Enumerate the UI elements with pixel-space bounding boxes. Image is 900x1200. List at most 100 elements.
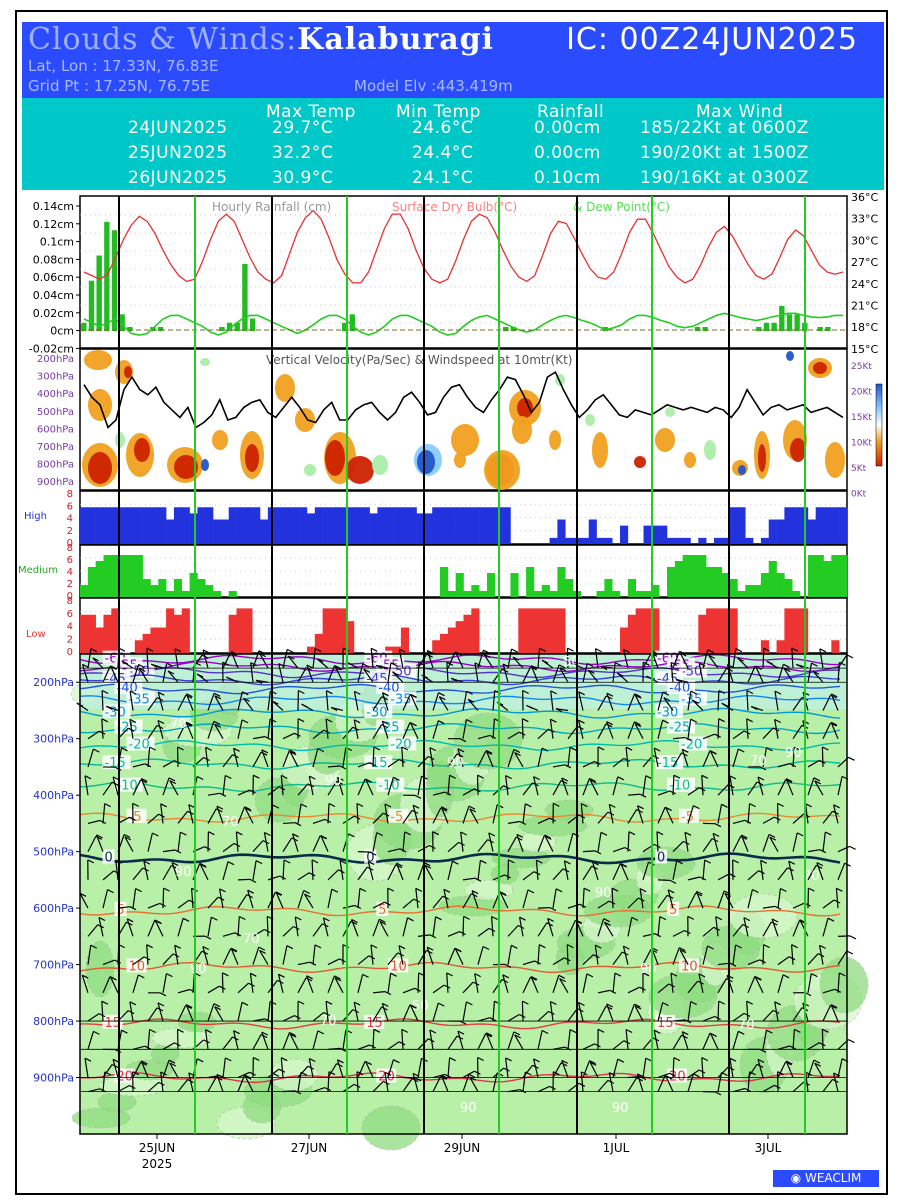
wind-barb-flag [180,831,187,836]
wind-barb [357,762,370,768]
wind-barb [252,751,262,768]
cloud-bar [526,608,535,653]
pressure-tick-label: 300hPa [33,733,74,746]
wind-barb [701,1057,704,1078]
wind-barb [582,954,594,966]
wind-barb-flag [846,654,854,659]
cloud-bar [173,579,183,597]
wind-barb-flag [359,887,367,892]
wind-barb [552,868,564,881]
row-date: 25JUN2025 [128,143,228,163]
wind-barb [160,1071,164,1092]
wind-barb-flag [550,718,557,723]
wind-barb [657,983,670,994]
wind-barb-flag [365,778,372,783]
wind-barb-flag [559,978,566,983]
medium-label: Medium [18,565,58,576]
wind-barb [608,1072,614,1092]
cloud-bar [486,573,496,597]
wind-barb [747,665,756,683]
wind-barb [627,831,630,852]
wind-barb [791,648,794,669]
cloud-bar [713,608,723,653]
wind-barb [132,888,137,909]
wind-barb [535,860,539,880]
wind-barb-flag [241,1001,249,1006]
wind-barb-flag [623,648,630,654]
velocity-blob [372,455,388,475]
isotherm-line [79,722,841,735]
wind-barb-flag [771,921,778,926]
wind-barb [410,1005,419,1022]
wind-barb [432,895,444,909]
wind-barb [507,1031,515,1050]
wind-barb-flag [334,664,341,670]
rain-bar [786,314,793,332]
wind-barb-flag [149,1028,156,1034]
wind-barb [237,691,243,711]
cloud-tick-label: 6 [67,555,73,566]
wind-barb [455,651,464,669]
wind-barb-flag [199,862,207,867]
wind-barb [102,781,113,796]
label-bg [126,736,155,751]
wind-barb-flag [808,887,815,892]
wind-barb-flag [600,831,608,836]
wind-barb-flag [407,917,414,922]
wind-barb [205,1029,209,1050]
velocity-blob [790,438,806,462]
cloud-bar [768,561,777,597]
wind-barb-flag [219,888,226,893]
cloud-bar [377,507,386,544]
wind-barb-flag [208,831,215,836]
header-rainfall: Rainfall [537,102,605,122]
cloud-bar [87,614,96,653]
wind-barb [312,818,325,824]
wind-barb-flag [177,746,184,751]
wind-barb-flag [245,1075,252,1080]
wind-barb-flag [701,1057,709,1062]
wind-barb-flag [429,934,437,939]
wind-barb [410,694,419,711]
wind-barb [432,1076,442,1092]
rain-bar [349,314,355,332]
wind-barb [822,722,832,739]
wind-barb-flag [365,1061,372,1066]
wind-barb-flag [631,916,639,921]
wind-barb [87,836,97,852]
wind-barb-flag [297,718,305,723]
wind-barb [814,1062,824,1078]
wind-barb [432,720,439,739]
wind-barb [830,693,839,711]
wind-barb [222,932,235,937]
wind-barb [160,803,164,824]
humidity-label: 70 [803,869,820,884]
wind-barb-flag [830,721,838,726]
wind-barb-flag [288,655,295,660]
wind-barb-flag [581,803,588,808]
wind-barb-flag [339,1047,347,1052]
wind-barb-flag [214,723,221,728]
wind-barb-flag [637,1073,644,1078]
cloud-bar [760,573,770,597]
cloud-bar [166,519,175,544]
velocity-blob [484,450,520,490]
wind-barb [306,664,314,683]
wind-barb-flag [561,1059,569,1064]
wind-barb [483,654,494,669]
wind-barb [657,879,671,881]
wind-barb [594,648,599,669]
cloud-bar [150,585,159,597]
wind-barb [102,870,115,881]
wind-barb [702,733,715,740]
wind-barb-flag [146,647,154,652]
isotherm-line [79,739,841,752]
wind-barb [81,664,89,683]
wind-barb [446,662,449,683]
header-min-temp: Min Temp [396,102,481,122]
wind-barb-flag [185,721,193,726]
wind-barb [485,1032,494,1050]
wind-barb-flag [214,695,222,700]
wind-barb [530,665,539,683]
